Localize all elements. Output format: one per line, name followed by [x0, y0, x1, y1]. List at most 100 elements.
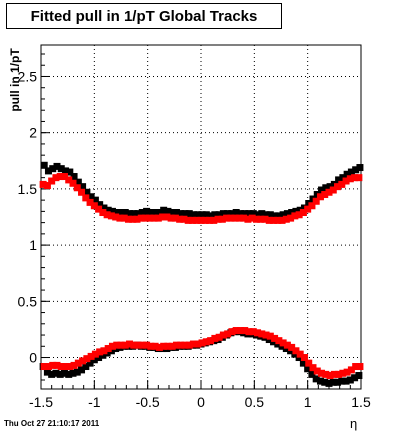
- data-point-series-1: [347, 168, 355, 176]
- data-point-series-2: [312, 197, 320, 205]
- data-point-series-2: [103, 211, 111, 219]
- data-point-series-1: [236, 210, 244, 218]
- data-point-series-4: [262, 331, 270, 339]
- data-point-series-2: [43, 182, 51, 190]
- data-point-series-4: [104, 345, 112, 353]
- data-point-series-1: [134, 210, 142, 218]
- data-point-series-4: [164, 342, 172, 350]
- data-point-series-2: [218, 215, 226, 223]
- timestamp: Thu Oct 27 21:10:17 2011: [4, 419, 100, 428]
- y-tick-label: 2.5: [18, 68, 38, 84]
- data-point-series-4: [147, 342, 155, 350]
- data-point-series-4: [309, 364, 317, 372]
- data-point-series-1: [130, 210, 138, 218]
- x-axis-label: η: [350, 416, 358, 431]
- data-point-series-4: [215, 333, 223, 341]
- data-point-series-1: [283, 210, 291, 218]
- data-point-series-3: [346, 376, 354, 384]
- data-point-series-1: [160, 206, 168, 214]
- x-tick-label: 0: [197, 394, 205, 410]
- data-point-series-4: [108, 342, 116, 350]
- data-point-series-2: [278, 216, 286, 224]
- data-point-series-2: [39, 180, 47, 188]
- data-point-series-1: [66, 168, 74, 176]
- data-point-series-1: [172, 209, 180, 217]
- data-point-series-3: [73, 368, 81, 376]
- data-point-series-4: [232, 327, 240, 335]
- data-point-series-2: [244, 215, 252, 223]
- data-point-series-3: [329, 378, 337, 386]
- data-point-series-1: [211, 211, 219, 219]
- data-point-series-4: [343, 368, 351, 376]
- data-point-series-4: [121, 341, 129, 349]
- y-tick-label: 1.5: [18, 181, 38, 197]
- data-point-series-4: [224, 330, 232, 338]
- data-point-series-1: [318, 186, 326, 194]
- data-point-series-2: [299, 209, 307, 217]
- data-point-series-2: [210, 216, 218, 224]
- data-marks: [39, 161, 364, 387]
- data-point-series-4: [347, 366, 355, 374]
- data-point-series-1: [44, 167, 52, 175]
- data-point-series-4: [155, 343, 163, 351]
- data-point-series-2: [261, 215, 269, 223]
- data-point-series-4: [330, 370, 338, 378]
- data-point-series-4: [322, 370, 330, 378]
- data-point-series-1: [190, 211, 198, 219]
- data-point-series-2: [171, 214, 179, 222]
- data-point-series-1: [224, 210, 232, 218]
- data-point-series-2: [304, 205, 312, 213]
- data-point-series-4: [113, 341, 121, 349]
- data-point-series-4: [305, 359, 313, 367]
- data-point-series-2: [82, 194, 90, 202]
- data-point-series-4: [300, 354, 308, 362]
- data-point-series-1: [117, 209, 125, 217]
- data-point-series-4: [126, 340, 134, 348]
- data-point-series-4: [172, 341, 180, 349]
- data-point-series-2: [95, 205, 103, 213]
- data-point-series-2: [116, 214, 124, 222]
- data-point-series-3: [60, 369, 68, 377]
- data-point-series-4: [117, 341, 125, 349]
- data-point-series-4: [335, 370, 343, 378]
- data-point-series-2: [270, 216, 278, 224]
- data-point-series-1: [164, 207, 172, 215]
- data-point-series-1: [121, 209, 129, 217]
- data-point-series-1: [70, 173, 78, 181]
- data-point-series-2: [159, 213, 167, 221]
- data-point-series-4: [130, 341, 138, 349]
- data-point-series-2: [193, 216, 201, 224]
- data-point-series-4: [134, 341, 142, 349]
- data-point-series-2: [163, 213, 171, 221]
- data-point-series-2: [329, 186, 337, 194]
- data-point-series-1: [262, 211, 270, 219]
- data-point-series-1: [219, 210, 227, 218]
- data-point-series-4: [254, 329, 262, 337]
- data-point-series-1: [57, 165, 65, 173]
- data-point-series-4: [53, 361, 61, 369]
- data-point-series-2: [167, 214, 175, 222]
- data-point-series-3: [325, 379, 333, 387]
- data-point-series-2: [56, 173, 64, 181]
- data-point-series-2: [146, 214, 154, 222]
- data-point-series-1: [343, 170, 351, 178]
- data-point-series-2: [252, 215, 260, 223]
- data-point-series-2: [257, 215, 265, 223]
- data-point-series-4: [57, 363, 65, 371]
- data-point-series-1: [62, 167, 70, 175]
- data-point-series-4: [198, 339, 206, 347]
- data-point-series-1: [241, 210, 249, 218]
- data-point-series-3: [65, 370, 73, 378]
- data-point-series-4: [283, 341, 291, 349]
- y-tick-label: 0: [29, 350, 37, 366]
- data-point-series-2: [133, 215, 141, 223]
- data-point-series-4: [313, 367, 321, 375]
- data-point-series-4: [66, 363, 74, 371]
- data-point-series-4: [96, 348, 104, 356]
- data-point-series-4: [83, 355, 91, 363]
- data-point-series-1: [356, 164, 364, 172]
- data-point-series-2: [197, 216, 205, 224]
- data-point-series-4: [202, 338, 210, 346]
- data-point-series-4: [352, 363, 360, 371]
- data-point-series-1: [322, 184, 330, 192]
